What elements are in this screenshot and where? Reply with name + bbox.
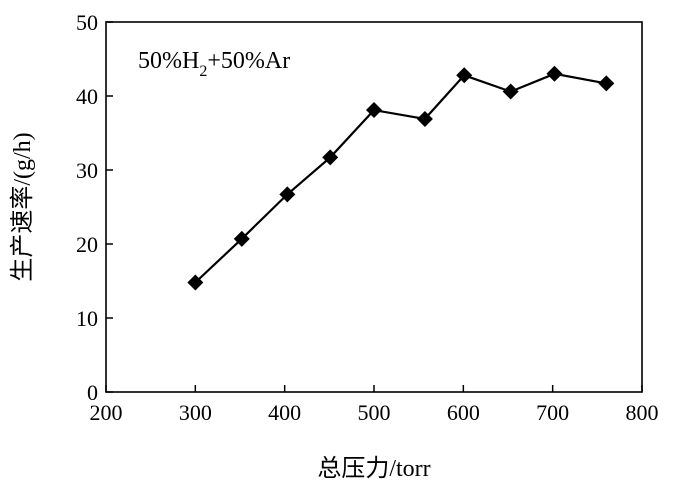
data-point — [598, 75, 615, 92]
data-point — [502, 83, 519, 100]
x-tick-label: 700 — [536, 400, 569, 425]
data-point — [322, 149, 339, 166]
plot-frame — [105, 21, 643, 393]
data-point — [187, 274, 204, 291]
x-tick-label: 500 — [358, 400, 391, 425]
x-tick-label: 400 — [268, 400, 301, 425]
y-tick-label: 20 — [76, 232, 98, 257]
data-point — [456, 67, 473, 84]
data-point — [546, 65, 563, 82]
y-tick-label: 50 — [76, 10, 98, 35]
data-point — [416, 110, 433, 127]
data-point — [279, 186, 296, 203]
data-point — [233, 230, 250, 247]
series-layer — [187, 65, 615, 291]
x-tick-label: 800 — [626, 400, 659, 425]
x-axis-title: 总压力/torr — [317, 455, 430, 482]
x-axis-ticks: 200 300 400 500 600 700 800 — [90, 385, 659, 425]
data-point — [366, 102, 382, 119]
y-tick-label: 0 — [87, 380, 98, 405]
y-tick-label: 30 — [76, 158, 98, 183]
series-line — [194, 72, 607, 284]
x-tick-label: 600 — [447, 400, 480, 425]
y-axis-title: 生产速率/(g/h) — [9, 132, 36, 281]
x-tick-label: 200 — [90, 400, 123, 425]
y-tick-label: 40 — [76, 84, 98, 109]
x-tick-label: 300 — [179, 400, 212, 425]
y-tick-label: 10 — [76, 306, 98, 331]
legend-annotation: 50%H2+50%Ar — [138, 48, 290, 80]
y-axis-ticks: 0 10 20 30 40 50 — [76, 10, 113, 405]
